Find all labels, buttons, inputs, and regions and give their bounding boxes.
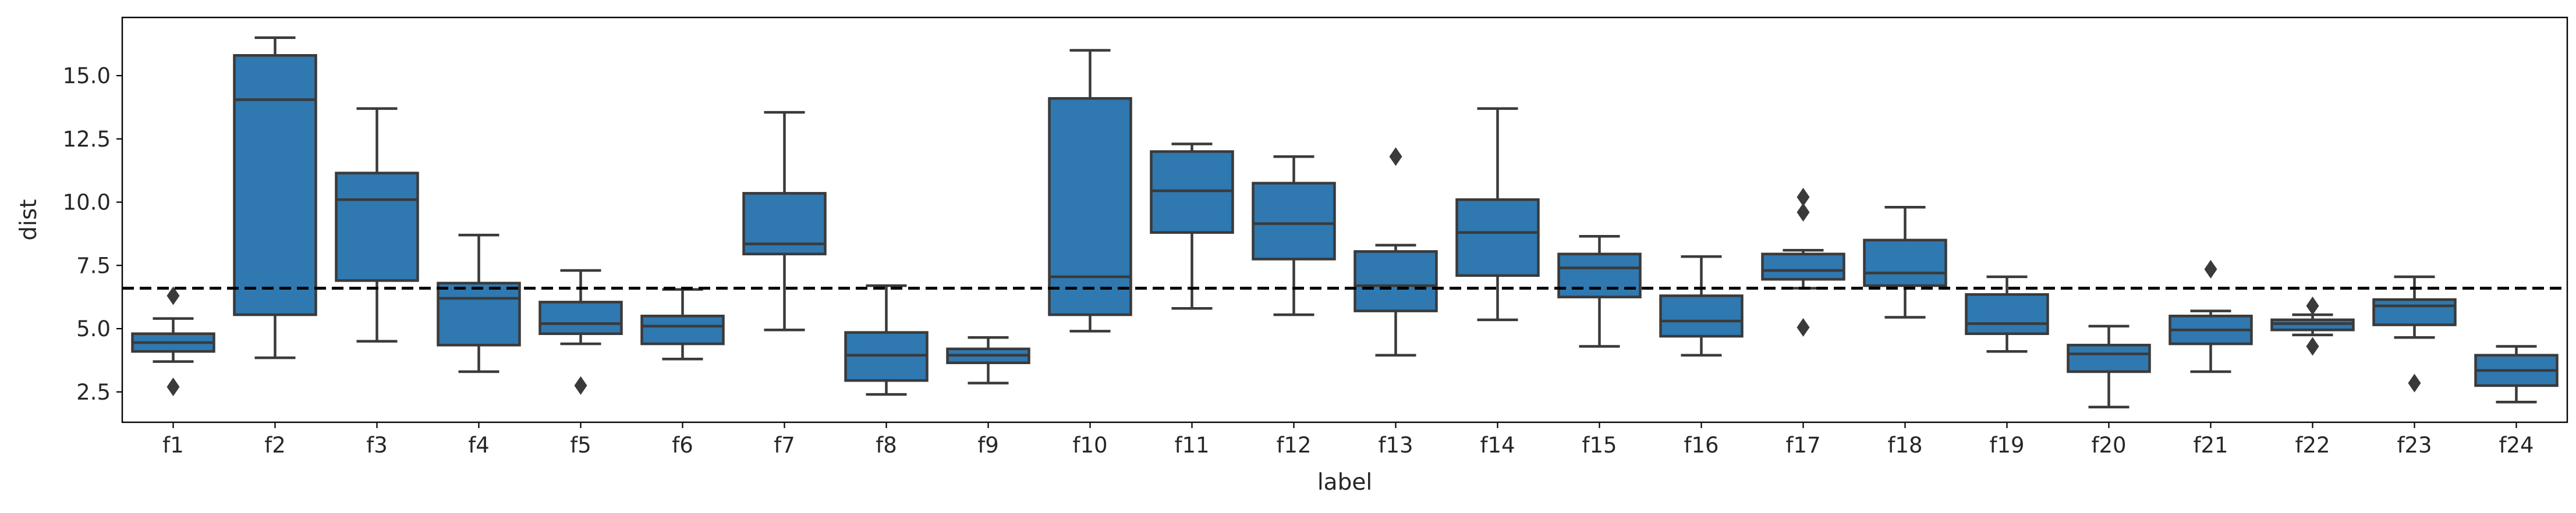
box-f10 <box>1048 49 1132 333</box>
y-tick-label: 10.0 <box>63 190 111 215</box>
x-tick-label: f23 <box>2397 433 2432 458</box>
box-f15 <box>1557 235 1642 348</box>
outlier-point <box>2204 259 2217 279</box>
box-f6 <box>640 288 725 361</box>
x-tick-label: f19 <box>1989 433 2024 458</box>
box-iqr <box>1761 252 1845 281</box>
y-tick-label: 12.5 <box>63 127 111 152</box>
x-tick-label: f17 <box>1785 433 1820 458</box>
outlier-point <box>1797 187 1810 206</box>
x-tick-label: f8 <box>876 433 897 458</box>
box-f21 <box>2168 259 2253 373</box>
x-axis-ticks: f1 f2 f3 f4 f5 f6 f7 f8 f9 f10 f11 f12 f13 f14 f15 f16 f… <box>162 422 2534 458</box>
box-iqr <box>640 315 725 345</box>
box-f24 <box>2474 345 2559 404</box>
x-tick-label: f12 <box>1276 433 1311 458</box>
y-tick-label: 7.5 <box>76 253 111 278</box>
outlier-point <box>1797 318 1810 337</box>
box-f19 <box>1965 275 2049 353</box>
box-iqr <box>2372 298 2457 326</box>
box-iqr <box>437 282 521 347</box>
box-f17 <box>1761 187 1845 337</box>
x-tick-label: f21 <box>2193 433 2228 458</box>
box-f9 <box>946 336 1030 384</box>
box-f5 <box>538 269 623 395</box>
box-f7 <box>742 111 827 332</box>
x-axis-label: label <box>1317 469 1372 496</box>
x-tick-label: f7 <box>774 433 795 458</box>
box-iqr <box>1659 294 1744 338</box>
x-tick-label: f4 <box>468 433 490 458</box>
x-tick-label: f11 <box>1174 433 1209 458</box>
x-tick-label: f2 <box>264 433 286 458</box>
x-tick-label: f16 <box>1684 433 1718 458</box>
outlier-point <box>2408 373 2421 393</box>
x-tick-label: f15 <box>1582 433 1617 458</box>
box-iqr <box>538 301 623 335</box>
box-f2 <box>233 36 317 359</box>
box-f18 <box>1863 206 1947 319</box>
box-series <box>131 36 2559 409</box>
box-iqr <box>1965 293 2049 336</box>
x-tick-label: f13 <box>1378 433 1413 458</box>
box-f14 <box>1455 107 1540 322</box>
box-iqr <box>1557 252 1642 298</box>
box-f8 <box>844 284 929 396</box>
box-f16 <box>1659 255 1744 357</box>
box-iqr <box>1353 250 1438 312</box>
box-iqr <box>2067 344 2151 373</box>
box-iqr <box>335 172 419 282</box>
box-f4 <box>437 233 521 373</box>
x-tick-label: f6 <box>672 433 693 458</box>
x-tick-label: f20 <box>2091 433 2126 458</box>
box-f20 <box>2067 325 2151 409</box>
box-iqr <box>1048 97 1132 316</box>
box-f11 <box>1150 142 1234 310</box>
y-tick-label: 5.0 <box>76 316 111 341</box>
box-iqr <box>1455 198 1540 277</box>
outlier-point <box>1389 147 1402 166</box>
box-iqr <box>233 54 317 316</box>
box-f3 <box>335 107 419 343</box>
box-iqr <box>1252 181 1336 261</box>
y-axis-ticks: 2.5 5.0 7.5 10.0 12.5 15.0 <box>63 63 122 405</box>
outlier-point <box>1797 202 1810 222</box>
outlier-point <box>574 376 587 395</box>
x-tick-label: f14 <box>1480 433 1515 458</box>
outlier-point <box>166 286 180 305</box>
box-iqr <box>1863 238 1947 287</box>
y-tick-label: 15.0 <box>63 63 111 88</box>
x-tick-label: f22 <box>2295 433 2330 458</box>
x-tick-label: f24 <box>2499 433 2534 458</box>
y-tick-label: 2.5 <box>76 380 111 405</box>
x-tick-label: f1 <box>162 433 184 458</box>
x-tick-label: f3 <box>366 433 388 458</box>
x-tick-label: f10 <box>1072 433 1107 458</box>
box-f13 <box>1353 147 1438 357</box>
x-tick-label: f18 <box>1887 433 1922 458</box>
box-f1 <box>131 286 215 397</box>
x-tick-label: f9 <box>977 433 999 458</box>
box-f22 <box>2270 296 2355 356</box>
outlier-point <box>2306 296 2319 315</box>
x-tick-label: f5 <box>570 433 591 458</box>
outlier-point <box>2306 337 2319 356</box>
outlier-point <box>166 377 180 397</box>
y-axis-label: dist <box>16 199 42 240</box>
plot-frame <box>121 16 2568 423</box>
